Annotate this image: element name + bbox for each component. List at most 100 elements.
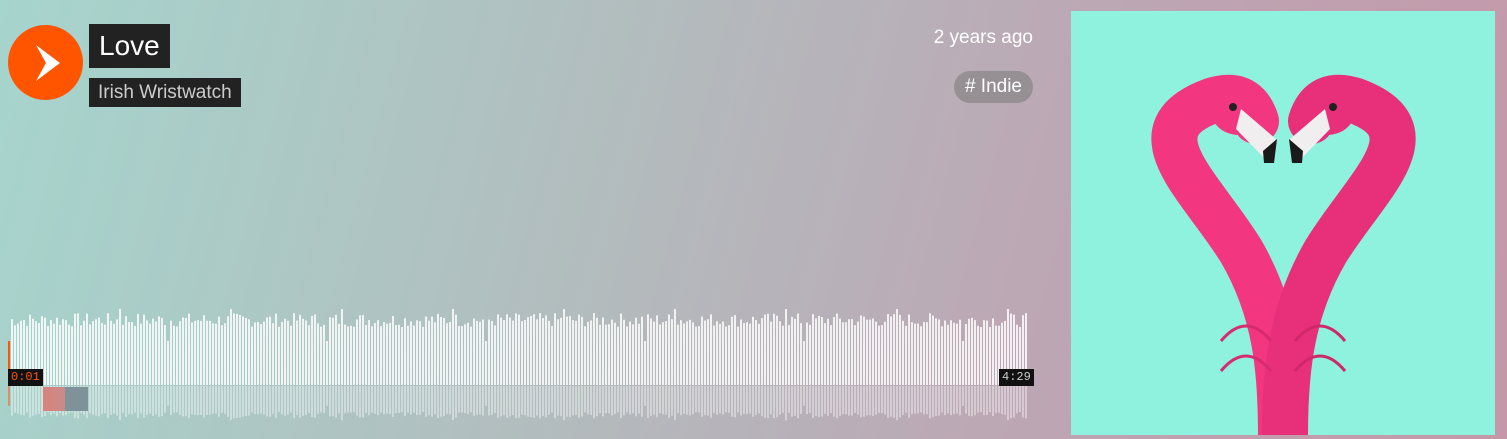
waveform-bar xyxy=(716,321,718,385)
waveform-reflection-bar xyxy=(566,386,568,417)
waveform-reflection-bar xyxy=(539,386,541,419)
waveform-bar xyxy=(92,321,94,385)
waveform-bar xyxy=(725,326,727,385)
waveform-bar xyxy=(722,321,724,385)
waveform-bar xyxy=(929,313,931,385)
waveform-reflection-bar xyxy=(905,386,907,413)
waveform-bar xyxy=(77,313,79,385)
waveform-reflection-bar xyxy=(548,386,550,415)
play-button[interactable] xyxy=(8,25,83,100)
waveform-reflection-bar xyxy=(392,386,394,418)
waveform-reflection-bar xyxy=(263,386,265,415)
waveform-reflection-bar xyxy=(218,386,220,417)
waveform[interactable] xyxy=(8,300,1030,422)
waveform-reflection-bar xyxy=(812,386,814,418)
waveform-bar xyxy=(491,321,493,385)
waveform-bar xyxy=(455,314,457,385)
waveform-bar xyxy=(749,323,751,385)
waveform-bar xyxy=(359,315,361,385)
waveform-bar xyxy=(908,314,910,385)
album-artwork[interactable] xyxy=(1071,11,1495,435)
waveform-reflection-bar xyxy=(182,386,184,417)
waveform-bar xyxy=(20,320,22,385)
waveform-reflection-bar xyxy=(563,386,565,421)
waveform-bar xyxy=(1001,322,1003,385)
waveform-bar xyxy=(524,320,526,385)
waveform-bar xyxy=(53,323,55,385)
waveform-reflection-bar xyxy=(461,386,463,413)
track-title[interactable]: Love xyxy=(89,24,170,68)
waveform-reflection-bar xyxy=(215,386,217,414)
waveform-reflection-bar xyxy=(545,386,547,418)
waveform-reflection-bar xyxy=(671,386,673,416)
waveform-reflection-bar xyxy=(554,386,556,419)
waveform-bar xyxy=(173,325,175,385)
waveform-bar xyxy=(992,318,994,385)
waveform-reflection-bar xyxy=(326,386,328,406)
comment-avatar[interactable] xyxy=(43,387,65,411)
waveform-reflection-bar xyxy=(935,386,937,416)
waveform-reflection-bar xyxy=(23,386,25,416)
waveform-reflection-bar xyxy=(353,386,355,413)
waveform-bar xyxy=(866,319,868,385)
comment-avatar[interactable] xyxy=(65,387,88,411)
waveform-bar xyxy=(533,314,535,385)
waveform-bar xyxy=(260,323,262,385)
waveform-bar xyxy=(638,323,640,385)
waveform-bar xyxy=(83,320,85,385)
waveform-bar xyxy=(617,326,619,385)
waveform-reflection-bar xyxy=(458,386,460,413)
waveform-reflection-bar xyxy=(665,386,667,415)
waveform-bar xyxy=(926,322,928,385)
waveform-reflection-bar xyxy=(29,386,31,418)
waveform-bar xyxy=(920,326,922,385)
waveform-reflection-bar xyxy=(518,386,520,418)
waveform-reflection-bar xyxy=(188,386,190,419)
waveform-bar xyxy=(890,316,892,385)
waveform-reflection-bar xyxy=(521,386,523,415)
waveform-reflection-bar xyxy=(989,386,991,413)
waveform-bar xyxy=(713,325,715,385)
waveform-reflection-bar xyxy=(848,386,850,416)
waveform-reflection-bar xyxy=(512,386,514,415)
waveform-reflection-bar xyxy=(890,386,892,417)
waveform-bar xyxy=(248,319,250,385)
waveform-reflection-bar xyxy=(860,386,862,418)
waveform-reflection-bar xyxy=(698,386,700,413)
waveform-reflection-bar xyxy=(770,386,772,415)
waveform-bar xyxy=(494,325,496,385)
waveform-reflection-bar xyxy=(170,386,172,415)
waveform-reflection-bar xyxy=(818,386,820,418)
waveform-reflection-bar xyxy=(419,386,421,415)
waveform-bar xyxy=(200,320,202,385)
waveform-bar xyxy=(755,320,757,385)
waveform-reflection-bar xyxy=(650,386,652,416)
waveform-reflection-bar xyxy=(338,386,340,414)
waveform-reflection-bar xyxy=(995,386,997,413)
waveform-reflection-bar xyxy=(20,386,22,415)
waveform-bar xyxy=(740,319,742,385)
waveform-reflection-bar xyxy=(317,386,319,414)
waveform-reflection-bar xyxy=(92,386,94,415)
waveform-bar xyxy=(551,325,553,385)
waveform-bar xyxy=(344,324,346,385)
waveform-reflection-bar xyxy=(290,386,292,413)
waveform-reflection-bar xyxy=(365,386,367,414)
waveform-reflection-bar xyxy=(26,386,28,413)
waveform-bar xyxy=(149,323,151,385)
waveform-reflection-bar xyxy=(1004,386,1006,415)
waveform-reflection-bar xyxy=(155,386,157,415)
waveform-reflection-bar xyxy=(596,386,598,417)
waveform-bar xyxy=(986,320,988,385)
artist-name[interactable]: Irish Wristwatch xyxy=(89,78,241,107)
waveform-reflection-bar xyxy=(782,386,784,413)
waveform-bar xyxy=(881,325,883,385)
waveform-bar xyxy=(611,319,613,385)
waveform-reflection-bar xyxy=(938,386,940,416)
waveform-reflection-bar xyxy=(134,386,136,413)
genre-tag[interactable]: # Indie xyxy=(953,71,1033,103)
waveform-bar xyxy=(11,319,13,385)
waveform-bar xyxy=(182,317,184,385)
waveform-reflection-bar xyxy=(830,386,832,413)
waveform-bar xyxy=(35,321,37,385)
